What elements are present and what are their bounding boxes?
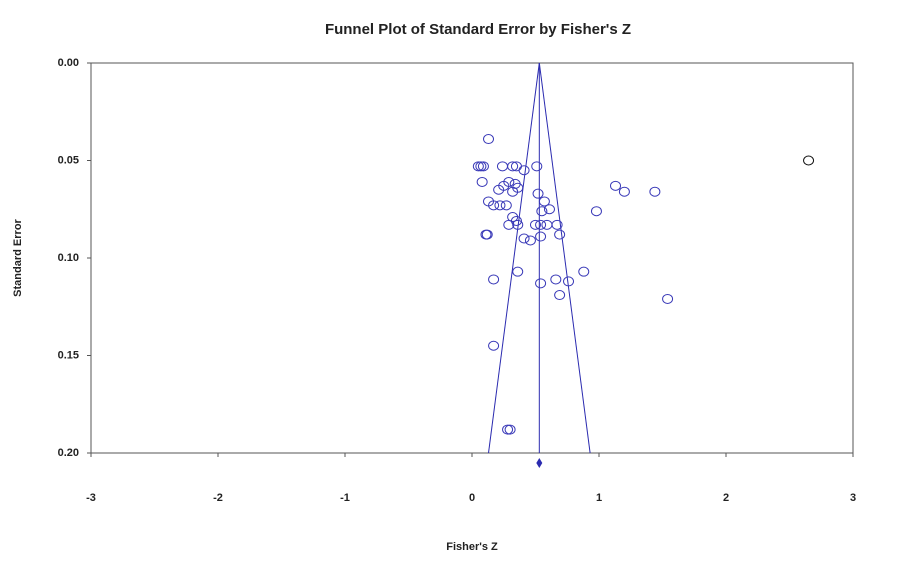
point <box>476 162 486 171</box>
x-tick-label: 1 <box>596 492 602 504</box>
point <box>542 220 552 229</box>
point <box>525 236 535 245</box>
point <box>484 135 494 144</box>
plot-frame <box>91 63 853 453</box>
x-axis-label: Fisher's Z <box>446 541 498 553</box>
y-tick-label: 0.00 <box>58 57 79 69</box>
point <box>619 187 629 196</box>
mean-diamond <box>536 458 542 468</box>
point <box>650 187 660 196</box>
point <box>555 230 565 239</box>
chart-title: Funnel Plot of Standard Error by Fisher'… <box>325 21 631 38</box>
y-tick-label: 0.15 <box>58 349 79 361</box>
x-tick-label: -2 <box>213 492 223 504</box>
point <box>477 177 487 186</box>
point <box>532 162 542 171</box>
point <box>804 156 814 165</box>
x-tick-label: -3 <box>86 492 96 504</box>
y-tick-label: 0.20 <box>58 447 79 459</box>
point <box>519 234 529 243</box>
x-tick-label: 3 <box>850 492 856 504</box>
point <box>501 201 511 210</box>
point <box>519 166 529 175</box>
y-tick-label: 0.05 <box>58 154 79 166</box>
funnel-upper <box>539 63 590 453</box>
x-tick-label: 0 <box>469 492 475 504</box>
point <box>503 425 513 434</box>
x-tick-label: 2 <box>723 492 729 504</box>
point <box>497 162 507 171</box>
point <box>505 425 515 434</box>
point <box>536 279 546 288</box>
chart: Funnel Plot of Standard Error by Fisher'… <box>0 0 901 579</box>
point <box>513 267 523 276</box>
point <box>551 275 561 284</box>
point <box>591 207 601 216</box>
point <box>579 267 589 276</box>
point <box>536 232 546 241</box>
point <box>663 294 673 303</box>
y-axis-label: Standard Error <box>12 218 24 296</box>
point <box>533 189 543 198</box>
point <box>489 275 499 284</box>
point <box>611 181 621 190</box>
y-tick-label: 0.10 <box>58 252 79 264</box>
point <box>555 291 565 300</box>
point <box>489 341 499 350</box>
x-tick-label: -1 <box>340 492 350 504</box>
funnel-lower <box>489 63 540 453</box>
